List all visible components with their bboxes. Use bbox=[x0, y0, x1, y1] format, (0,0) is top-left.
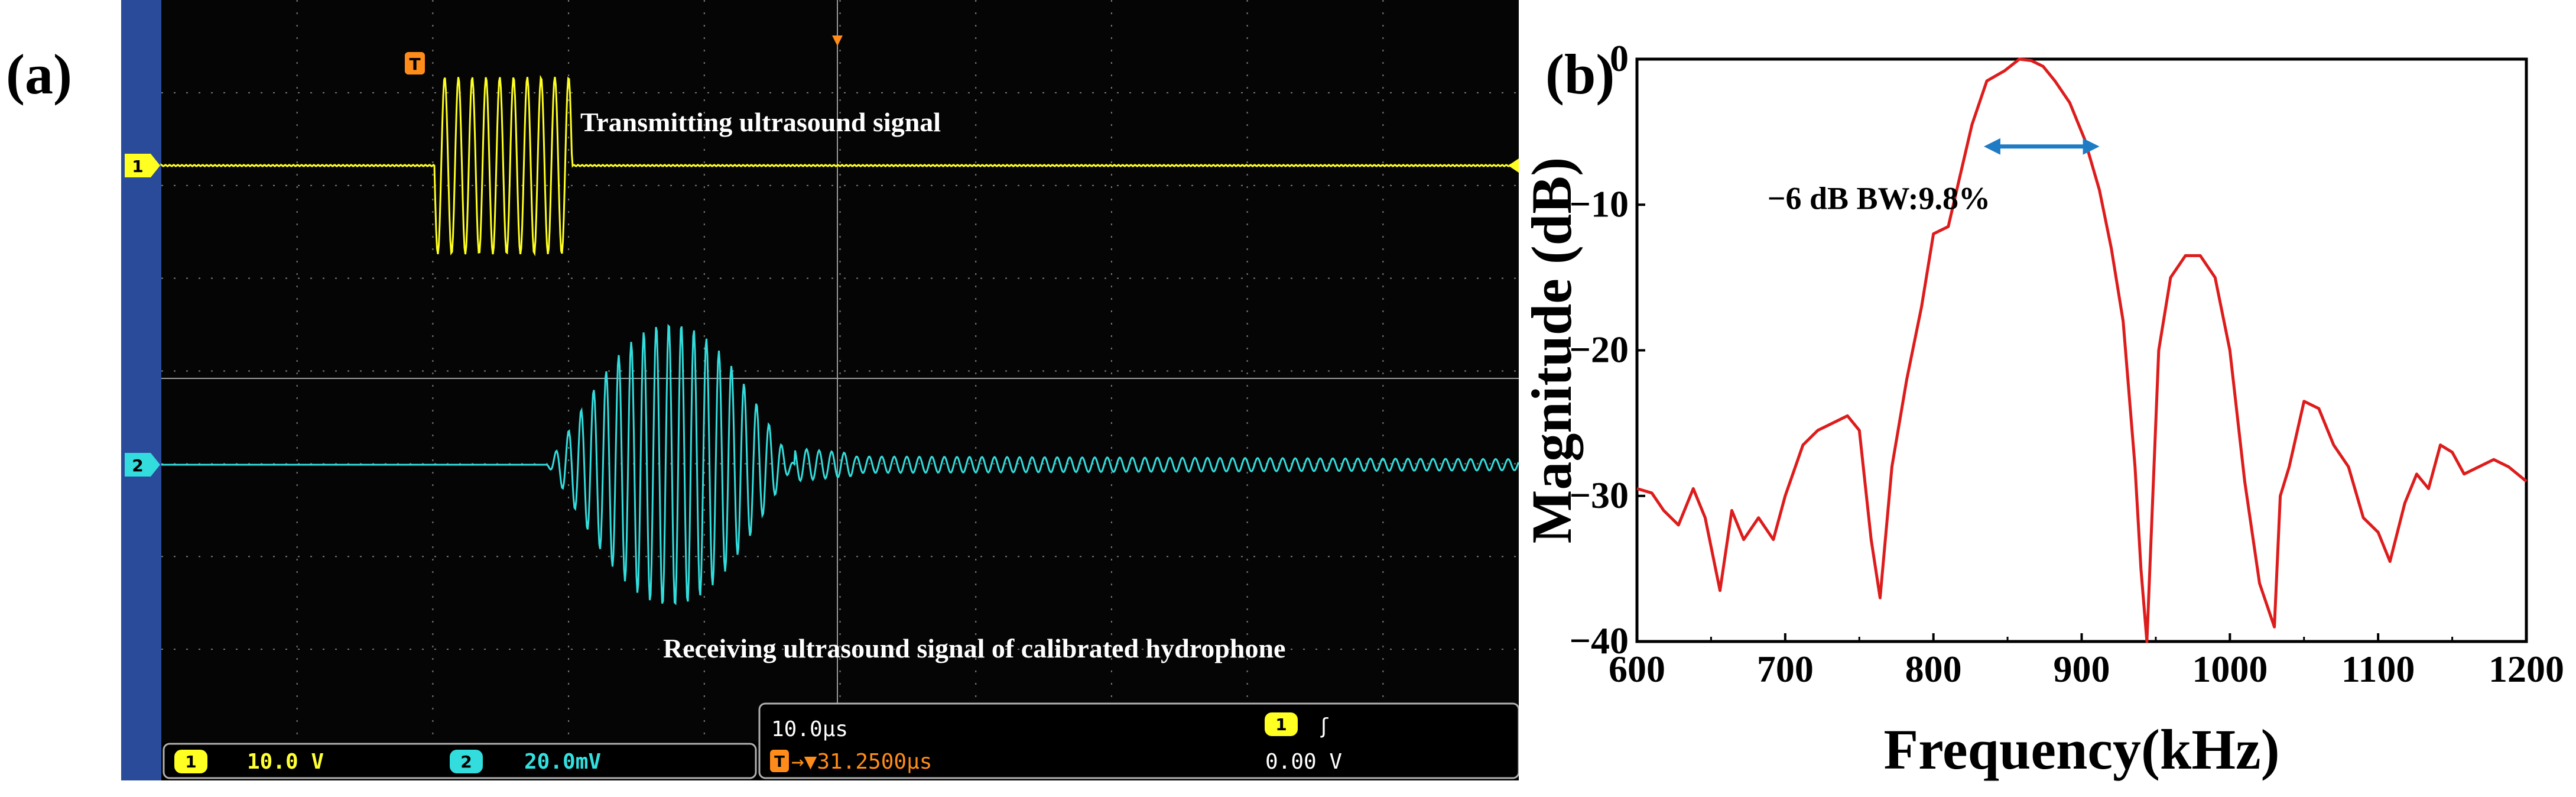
axis-ticks: 600 700 800 900 1000 1100 1200 0 −10 −20 −30 −40 bbox=[1570, 37, 2564, 690]
svg-text:T: T bbox=[774, 753, 785, 771]
x-tick-label: 800 bbox=[1905, 648, 1962, 690]
scope-display bbox=[161, 0, 1519, 742]
x-tick-label: 900 bbox=[2054, 648, 2110, 690]
scope-graticule bbox=[161, 0, 1519, 742]
x-tick-label: 1000 bbox=[2192, 648, 2268, 690]
svg-text:1: 1 bbox=[1275, 715, 1287, 734]
status-right-box bbox=[758, 702, 1519, 779]
y-tick-label: −20 bbox=[1570, 329, 1629, 371]
ch2-waveform bbox=[161, 323, 1519, 605]
y-tick-label: −30 bbox=[1570, 474, 1629, 516]
ch1-right-level-marker bbox=[1508, 158, 1519, 173]
arrow-head-right bbox=[2083, 138, 2100, 155]
trigger-position-marker bbox=[832, 35, 843, 46]
bandwidth-arrow bbox=[1983, 138, 2100, 155]
ch1-waveform bbox=[160, 74, 1519, 257]
svg-text:2: 2 bbox=[132, 456, 143, 475]
trigger-position-badge: T bbox=[770, 750, 789, 772]
transmit-annotation: Transmitting ultrasound signal bbox=[580, 107, 941, 137]
trigger-time-marker: T bbox=[405, 52, 425, 74]
scope-left-border bbox=[121, 0, 161, 780]
trigger-source-badge: 1 bbox=[1265, 712, 1298, 736]
series-magnitude-line bbox=[1636, 57, 2528, 643]
x-tick-label: 600 bbox=[1609, 648, 1665, 690]
y-tick-label: −40 bbox=[1570, 620, 1629, 662]
ch1-scale: 10.0 V bbox=[247, 750, 324, 774]
ch1-marker: 1 bbox=[125, 154, 160, 177]
x-tick-label: 700 bbox=[1757, 648, 1814, 690]
x-axis-label: Frequency(kHz) bbox=[1883, 718, 2279, 781]
svg-text:1: 1 bbox=[132, 157, 143, 176]
x-tick-label: 1200 bbox=[2489, 648, 2564, 690]
x-tick-label: 1100 bbox=[2341, 648, 2415, 690]
svg-text:T: T bbox=[409, 54, 420, 74]
y-tick-label: 0 bbox=[1610, 37, 1629, 79]
receive-annotation: Receiving ultrasound signal of calibrate… bbox=[663, 633, 1285, 663]
status-left-box bbox=[163, 743, 757, 779]
ch1-scale-badge: 1 bbox=[174, 750, 207, 773]
svg-text:2: 2 bbox=[460, 752, 472, 772]
trigger-position: →▼31.2500µs bbox=[791, 750, 932, 774]
ch2-scale-badge: 2 bbox=[450, 750, 483, 773]
ch2-scale: 20.0mV bbox=[524, 750, 601, 774]
arrow-head-left bbox=[1983, 138, 2000, 155]
trigger-slope-icon: ʃ bbox=[1320, 714, 1328, 738]
oscilloscope-screen: T 1 2 Transmitting ultrasound signal Rec… bbox=[121, 0, 1519, 780]
svg-text:1: 1 bbox=[185, 752, 196, 772]
bandwidth-annotation: −6 dB BW:9.8% bbox=[1768, 181, 1990, 216]
trigger-level: 0.00 V bbox=[1265, 750, 1342, 774]
y-tick-label: −10 bbox=[1570, 183, 1629, 225]
panel-label-b: (b) bbox=[1545, 43, 1615, 106]
panel-label-a: (a) bbox=[6, 43, 72, 106]
spectrum-chart: 600 700 800 900 1000 1100 1200 0 −10 −20 −30 −40 −6… bbox=[1525, 37, 2564, 781]
ch2-marker: 2 bbox=[125, 453, 160, 477]
timebase: 10.0µs bbox=[771, 717, 848, 741]
y-axis-label: Magnitude (dB) bbox=[1525, 157, 1583, 543]
